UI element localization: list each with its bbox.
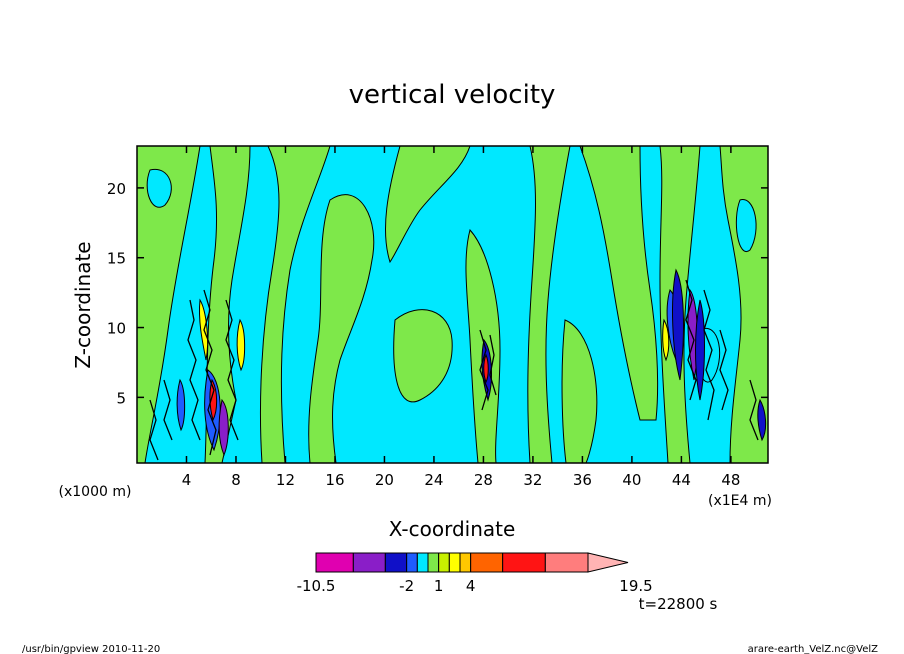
x-unit-left: (x1000 m) [59,484,132,500]
x-tick-label: 4 [182,471,192,489]
colorbar-label: 19.5 [619,577,652,595]
x-tick-label: 48 [721,471,740,489]
colorbar [315,552,629,573]
x-tick-label: 24 [424,471,443,489]
colorbar-segment [406,552,418,573]
contour-region [735,199,757,253]
y-tick-label: 15 [107,250,126,268]
x-unit-right: (x1E4 m) [708,493,772,509]
colorbar-segment [416,552,429,573]
colorbar-segment [470,552,504,573]
plot-area [136,145,769,464]
colorbar-segment [448,552,461,573]
time-label: t=22800 s [639,595,718,613]
y-tick-label: 5 [116,389,126,407]
colorbar-segment [544,552,589,573]
x-axis-label: X-coordinate [389,517,516,541]
chart-title: vertical velocity [349,80,556,110]
contour-region [393,309,453,403]
x-tick-label: 20 [375,471,394,489]
contour-region [527,146,571,463]
colorbar-segment [502,552,546,573]
colorbar-extension [587,552,629,573]
contour-region [385,146,471,264]
x-tick-label: 32 [523,471,542,489]
colorbar-segment [352,552,386,573]
y-tick-label: 20 [107,180,126,198]
axis-ticks [137,146,768,463]
colorbar-label: -10.5 [297,577,336,595]
plot-frame [136,145,769,464]
x-tick-label: 28 [474,471,493,489]
contour-region [259,146,331,463]
footer-right: arare-earth_VelZ.nc@VelZ [748,644,879,654]
contour-field [137,146,768,463]
colorbar-segment [384,552,408,573]
x-tick-label: 40 [622,471,641,489]
colorbar-label: -2 [399,577,414,595]
x-tick-label: 36 [573,471,592,489]
colorbar-label: 1 [434,577,444,595]
colorbar-segment [438,552,450,573]
contour-region [579,146,659,421]
footer-left: /usr/bin/gpview 2010-11-20 [22,644,160,654]
contour-lines [149,279,759,461]
colorbar-labels: -10.5 -2 1 4 19.5 [297,577,653,595]
contour-region [561,319,598,463]
contour-region [308,194,375,463]
colorbar-segment [315,552,354,573]
x-tick-label: 16 [325,471,344,489]
colorbar-segment [427,552,440,573]
x-tick-labels: 4 8 12 16 20 24 28 32 36 40 44 48 [182,471,741,489]
x-tick-label: 12 [276,471,295,489]
x-tick-label: 44 [672,471,691,489]
colorbar-segment [459,552,472,573]
updraft-core [662,268,767,442]
contour-region [146,168,172,208]
colorbar-label: 4 [466,577,476,595]
y-tick-labels: 5 10 15 20 [107,180,126,407]
y-tick-label: 10 [107,320,126,338]
contour-region [137,146,201,463]
x-tick-label: 8 [231,471,241,489]
y-axis-label: Z-coordinate [71,241,95,368]
